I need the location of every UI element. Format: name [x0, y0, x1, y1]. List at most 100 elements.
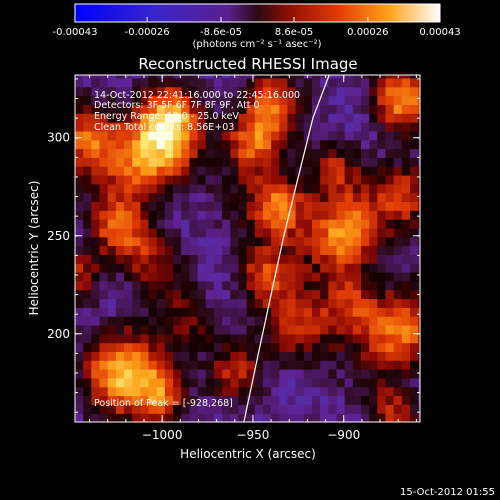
heat-cell	[336, 192, 346, 202]
heat-cell	[132, 122, 141, 132]
heat-cell	[418, 395, 420, 405]
heat-cell	[75, 75, 84, 79]
heat-cell	[287, 395, 297, 405]
heat-cell	[83, 219, 92, 229]
heat-cell	[246, 148, 256, 158]
heat-cell	[336, 122, 346, 132]
heat-cell	[189, 166, 199, 176]
heat-cell	[279, 166, 289, 176]
heat-cell	[156, 395, 166, 405]
heat-cell	[303, 113, 313, 123]
heat-cell	[385, 113, 395, 123]
heat-cell	[148, 227, 158, 238]
heat-cell	[213, 369, 223, 379]
heat-cell	[246, 351, 256, 361]
heat-cell	[303, 404, 313, 414]
heat-cell	[230, 245, 240, 255]
heat-cell	[418, 298, 420, 308]
heat-cell	[124, 113, 133, 123]
heat-cell	[369, 404, 378, 414]
heat-cell	[410, 104, 419, 114]
heat-cell	[148, 86, 158, 97]
heat-cell	[377, 413, 387, 422]
heat-cell	[140, 219, 150, 229]
heat-cell	[369, 298, 378, 308]
heat-cell	[385, 130, 395, 141]
heat-cell	[328, 280, 338, 291]
heat-cell	[230, 307, 240, 317]
heat-cell	[230, 254, 240, 264]
heat-cell	[181, 236, 190, 247]
heat-cell	[418, 377, 420, 388]
heat-cell	[279, 77, 289, 88]
heat-cell	[156, 360, 166, 370]
heat-cell	[197, 351, 207, 361]
heat-cell	[140, 113, 150, 123]
heat-cell	[148, 272, 158, 282]
heat-cell	[132, 86, 141, 97]
heat-cell	[320, 227, 329, 238]
heat-cell	[115, 219, 125, 229]
heat-cell	[369, 157, 378, 167]
heat-cell	[385, 219, 395, 229]
heat-cell	[410, 307, 419, 317]
heat-cell	[246, 166, 256, 176]
heat-cell	[148, 192, 158, 202]
heat-cell	[189, 386, 199, 397]
heat-cell	[222, 104, 231, 114]
heat-cell	[303, 210, 313, 220]
heat-cell	[173, 369, 182, 379]
heat-cell	[115, 289, 125, 300]
heat-cell	[197, 245, 207, 255]
heat-cell	[197, 272, 207, 282]
heat-cell	[238, 104, 248, 114]
heat-cell	[361, 227, 370, 238]
heat-cell	[107, 130, 117, 141]
heat-cell	[287, 342, 297, 352]
heat-cell	[115, 280, 125, 291]
heat-cell	[303, 395, 313, 405]
heat-cell	[132, 77, 141, 88]
heat-cell	[262, 386, 272, 397]
heat-cell	[124, 351, 133, 361]
heat-cell	[164, 236, 174, 247]
heat-cell	[189, 219, 199, 229]
heat-cell	[148, 404, 158, 414]
heat-cell	[132, 192, 141, 202]
heat-cell	[124, 95, 133, 105]
heat-cell	[287, 236, 297, 247]
heat-cell	[91, 254, 101, 264]
heat-cell	[377, 236, 387, 247]
heat-cell	[132, 413, 141, 422]
heat-cell	[361, 254, 370, 264]
heat-cell	[303, 95, 313, 105]
heat-cell	[344, 298, 354, 308]
heat-cell	[115, 157, 125, 167]
heat-cell	[91, 272, 101, 282]
heat-cell	[262, 227, 272, 238]
heat-cell	[107, 333, 117, 344]
heat-cell	[377, 183, 387, 194]
heat-cell	[124, 245, 133, 255]
heat-cell	[181, 113, 190, 123]
heat-cell	[410, 77, 419, 88]
heat-cell	[164, 113, 174, 123]
heat-cell	[393, 227, 403, 238]
heat-cell	[132, 386, 141, 397]
heat-cell	[401, 245, 411, 255]
heat-cell	[336, 157, 346, 167]
heat-cell	[361, 183, 370, 194]
heat-cell	[410, 113, 419, 123]
heat-cell	[173, 404, 182, 414]
heat-cell	[418, 175, 420, 185]
heat-cell	[344, 413, 354, 422]
heat-cell	[107, 227, 117, 238]
heat-cell	[262, 166, 272, 176]
heat-cell	[181, 272, 190, 282]
heat-cell	[393, 210, 403, 220]
heat-cell	[312, 201, 321, 211]
heat-cell	[312, 157, 321, 167]
heat-cell	[124, 104, 133, 114]
heat-cell	[213, 148, 223, 158]
heat-cell	[352, 201, 362, 211]
